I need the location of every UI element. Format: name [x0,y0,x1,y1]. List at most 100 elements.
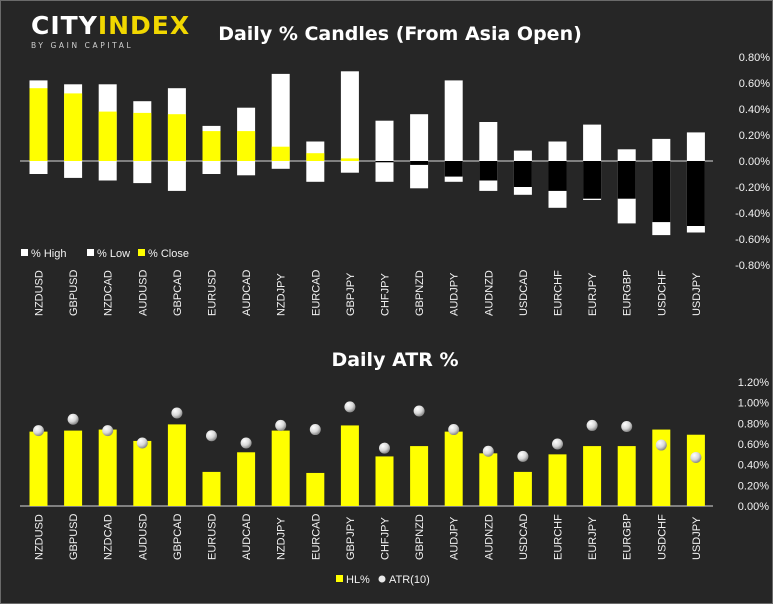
atr-chart-title: Daily ATR % [331,349,458,371]
candles-category-label: EURUSD [207,269,219,316]
candle-range-bar [410,114,429,189]
hl-bar [617,446,636,506]
atr-category-label: AUDUSD [137,513,149,560]
logo-part-index: INDEX [97,11,191,40]
candles-category-label: CHFJPY [380,273,392,316]
atr-category-label: GBPUSD [68,513,80,560]
candles-category-label: AUDCAD [241,269,253,316]
atr-category-label: AUDCAD [241,513,253,560]
atr-marker [33,425,44,437]
candles-category-label: GBPJPY [345,272,357,316]
candle-close-bar [133,112,152,161]
atr-category-label: EURJPY [587,516,599,560]
legend-swatch-low [87,249,94,256]
candle-close-bar [98,111,117,161]
atr-category-label: NZDCAD [103,514,115,560]
hl-bar [29,431,48,506]
hl-bar [375,456,394,506]
atr-marker [690,451,702,463]
candles-category-label: EURJPY [587,272,599,316]
candles-y-tick-label: -0.60% [735,234,770,246]
candles-category-label: AUDNZD [483,270,495,316]
atr-category-label: GBPNZD [414,514,426,560]
hl-bar [98,429,117,506]
candle-close-bar [583,161,602,199]
cityindex-logo: CITYINDEX BY GAIN CAPITAL [31,11,191,51]
hl-bar [340,425,359,506]
candles-category-label: NZDUSD [34,270,46,316]
candles-legend: % High % Low % Close [21,248,189,260]
candles-category-label: GBPNZD [414,270,426,316]
atr-marker [586,419,598,431]
atr-y-tick-label: 1.20% [738,377,769,389]
candle-close-bar [167,114,186,161]
candles-y-tick-label: 0.40% [739,104,770,116]
atr-category-label: AUDJPY [449,516,461,560]
atr-marker [240,437,252,449]
atr-marker [655,439,667,451]
atr-category-label: GBPJPY [345,516,357,560]
candles-category-label: NZDCAD [103,270,115,316]
candle-close-bar [271,146,290,161]
candle-close-bar [652,161,671,223]
atr-marker [206,430,217,442]
candle-range-bar [375,120,394,182]
atr-marker [482,445,494,457]
candle-close-bar [202,131,221,161]
logo-part-city: CITY [31,11,98,40]
candle-close-bar [513,161,532,187]
atr-y-axis: 1.20% 1.00% 0.80% 0.60% 0.40% 0.20% 0.00% [738,377,769,513]
legend-label-atr: ATR(10) [389,574,430,586]
candles-category-label: USDJPY [691,272,703,316]
legend-label-close: % Close [148,248,189,260]
atr-category-label: EURGBP [622,514,634,560]
hl-bar [410,446,429,506]
legend-swatch-hl [336,575,343,582]
candles-category-label: GBPCAD [172,269,184,316]
atr-y-tick-label: 1.00% [738,398,769,410]
atr-marker [136,437,148,449]
atr-category-label: AUDNZD [483,514,495,560]
candles-plot [29,71,705,236]
candle-range-bar [306,141,325,182]
candle-close-bar [479,161,498,181]
hl-bar [513,471,532,506]
candle-close-bar [375,161,394,163]
atr-x-axis: NZDUSD GBPUSD NZDCAD AUDUSD GBPCAD EURUSD AUDC… [34,513,703,560]
legend-swatch-close [138,249,145,256]
candle-range-bar [340,71,359,173]
hl-bar [686,434,705,506]
candles-y-tick-label: 0.00% [739,156,770,168]
atr-marker [413,405,425,417]
atr-category-label: NZDJPY [276,517,288,560]
candle-close-bar [410,161,429,165]
atr-category-label: USDCAD [518,513,530,560]
atr-category-label: EURUSD [207,513,219,560]
candles-y-tick-label: 0.20% [739,130,770,142]
legend-marker-atr [378,575,386,583]
candles-category-label: AUDUSD [137,269,149,316]
atr-category-label: EURCHF [553,514,565,560]
atr-category-label: EURCAD [310,513,322,560]
atr-category-label: USDCHF [656,514,668,560]
atr-category-label: CHFJPY [380,517,392,560]
atr-marker [171,407,183,419]
atr-marker [67,413,79,425]
candles-y-tick-label: 0.80% [739,52,770,64]
hl-bar [583,446,602,506]
candle-close-bar [306,153,325,161]
candles-y-axis: 0.80% 0.60% 0.40% 0.20% 0.00% -0.20% -0.40% -0.… [735,52,770,272]
candles-chart-title: Daily % Candles (From Asia Open) [218,23,582,45]
atr-legend: HL% ATR(10) [336,574,430,586]
candles-category-label: USDCAD [518,269,530,316]
atr-plot [29,401,705,506]
candle-close-bar [64,93,83,161]
legend-label-low: % Low [97,248,130,260]
candles-y-tick-label: -0.20% [735,182,770,194]
atr-marker [448,424,460,436]
candles-category-label: GBPUSD [68,269,80,316]
candles-category-label: USDCHF [656,270,668,316]
hl-bar [548,454,567,506]
hl-bar [133,440,152,506]
